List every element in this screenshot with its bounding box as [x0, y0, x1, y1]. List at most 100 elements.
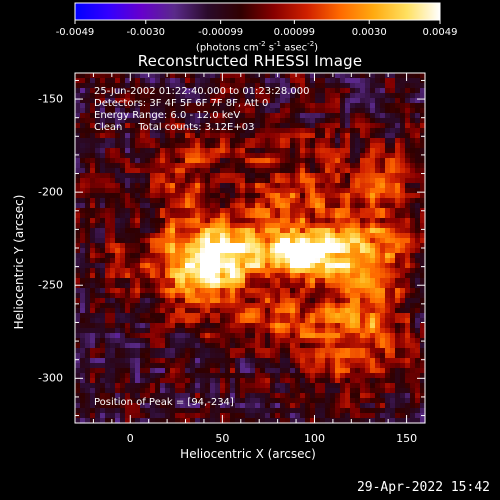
heatmap-cell: [140, 373, 146, 379]
heatmap-cell: [335, 218, 341, 224]
heatmap-cell: [240, 123, 246, 129]
heatmap-cell: [230, 308, 236, 314]
heatmap-cell: [385, 393, 391, 399]
heatmap-cell: [135, 128, 141, 134]
heatmap-cell: [410, 413, 416, 419]
heatmap-cell: [240, 288, 246, 294]
heatmap-cell: [115, 403, 121, 409]
heatmap-cell: [245, 93, 251, 99]
heatmap-cell: [90, 183, 96, 189]
heatmap-cell: [350, 408, 356, 414]
heatmap-cell: [120, 188, 126, 194]
heatmap-cell: [290, 388, 296, 394]
heatmap-cell: [315, 178, 321, 184]
heatmap-cell: [180, 413, 186, 419]
heatmap-cell: [165, 408, 171, 414]
heatmap-cell: [145, 198, 151, 204]
heatmap-cell: [120, 138, 126, 144]
heatmap-cell: [310, 248, 316, 254]
heatmap-cell: [410, 243, 416, 249]
heatmap-cell: [415, 358, 421, 364]
heatmap-cell: [135, 248, 141, 254]
heatmap-cell: [160, 268, 166, 274]
heatmap-cell: [105, 248, 111, 254]
heatmap-cell: [275, 203, 281, 209]
heatmap-cell: [150, 408, 156, 414]
heatmap-cell: [340, 393, 346, 399]
heatmap-cell: [400, 303, 406, 309]
heatmap-cell: [180, 208, 186, 214]
heatmap-cell: [290, 393, 296, 399]
heatmap-cell: [275, 198, 281, 204]
heatmap-cell: [115, 293, 121, 299]
heatmap-cell: [125, 73, 131, 79]
heatmap-cell: [275, 243, 281, 249]
heatmap-cell: [355, 413, 361, 419]
heatmap-cell: [205, 223, 211, 229]
heatmap-cell: [170, 393, 176, 399]
heatmap-cell: [220, 128, 226, 134]
heatmap-cell: [295, 148, 301, 154]
heatmap-cell: [100, 313, 106, 319]
heatmap-cell: [300, 138, 306, 144]
heatmap-cell: [395, 228, 401, 234]
heatmap-cell: [305, 108, 311, 114]
heatmap-cell: [385, 198, 391, 204]
heatmap-cell: [285, 148, 291, 154]
heatmap-cell: [265, 293, 271, 299]
heatmap-cell: [305, 173, 311, 179]
heatmap-cell: [105, 263, 111, 269]
heatmap-cell: [270, 403, 276, 409]
heatmap-cell: [295, 298, 301, 304]
heatmap-cell: [290, 318, 296, 324]
heatmap-cell: [90, 338, 96, 344]
heatmap-cell: [370, 243, 376, 249]
heatmap-cell: [320, 203, 326, 209]
heatmap-cell: [120, 228, 126, 234]
heatmap-cell: [235, 258, 241, 264]
heatmap-cell: [325, 383, 331, 389]
heatmap-cell: [140, 323, 146, 329]
heatmap-cell: [280, 353, 286, 359]
heatmap-cell: [200, 153, 206, 159]
heatmap-cell: [355, 283, 361, 289]
heatmap-cell: [185, 138, 191, 144]
heatmap-cell: [415, 143, 421, 149]
heatmap-cell: [150, 393, 156, 399]
heatmap-cell: [80, 173, 86, 179]
heatmap-cell: [360, 88, 366, 94]
heatmap-cell: [365, 188, 371, 194]
heatmap-cell: [285, 418, 291, 424]
heatmap-cell: [415, 343, 421, 349]
heatmap-cell: [400, 268, 406, 274]
heatmap-cell: [130, 343, 136, 349]
heatmap-cell: [380, 323, 386, 329]
heatmap-cell: [345, 103, 351, 109]
heatmap-cell: [275, 278, 281, 284]
heatmap-cell: [235, 288, 241, 294]
heatmap-cell: [155, 418, 161, 424]
heatmap-cell: [375, 263, 381, 269]
heatmap-cell: [400, 198, 406, 204]
heatmap-cell: [285, 83, 291, 89]
heatmap-cell: [215, 313, 221, 319]
heatmap-cell: [245, 398, 251, 404]
heatmap-cell: [125, 173, 131, 179]
heatmap-cell: [255, 238, 261, 244]
heatmap-cell: [90, 373, 96, 379]
heatmap-cell: [105, 318, 111, 324]
heatmap-cell: [220, 243, 226, 249]
heatmap-cell: [290, 403, 296, 409]
heatmap-cell: [310, 308, 316, 314]
heatmap-cell: [155, 248, 161, 254]
heatmap-cell: [290, 93, 296, 99]
heatmap-cell: [345, 198, 351, 204]
heatmap-cell: [170, 168, 176, 174]
heatmap-cell: [205, 88, 211, 94]
heatmap-cell: [240, 408, 246, 414]
heatmap-cell: [260, 393, 266, 399]
heatmap-cell: [235, 213, 241, 219]
heatmap-cell: [350, 328, 356, 334]
heatmap-cell: [410, 113, 416, 119]
heatmap-cell: [140, 383, 146, 389]
